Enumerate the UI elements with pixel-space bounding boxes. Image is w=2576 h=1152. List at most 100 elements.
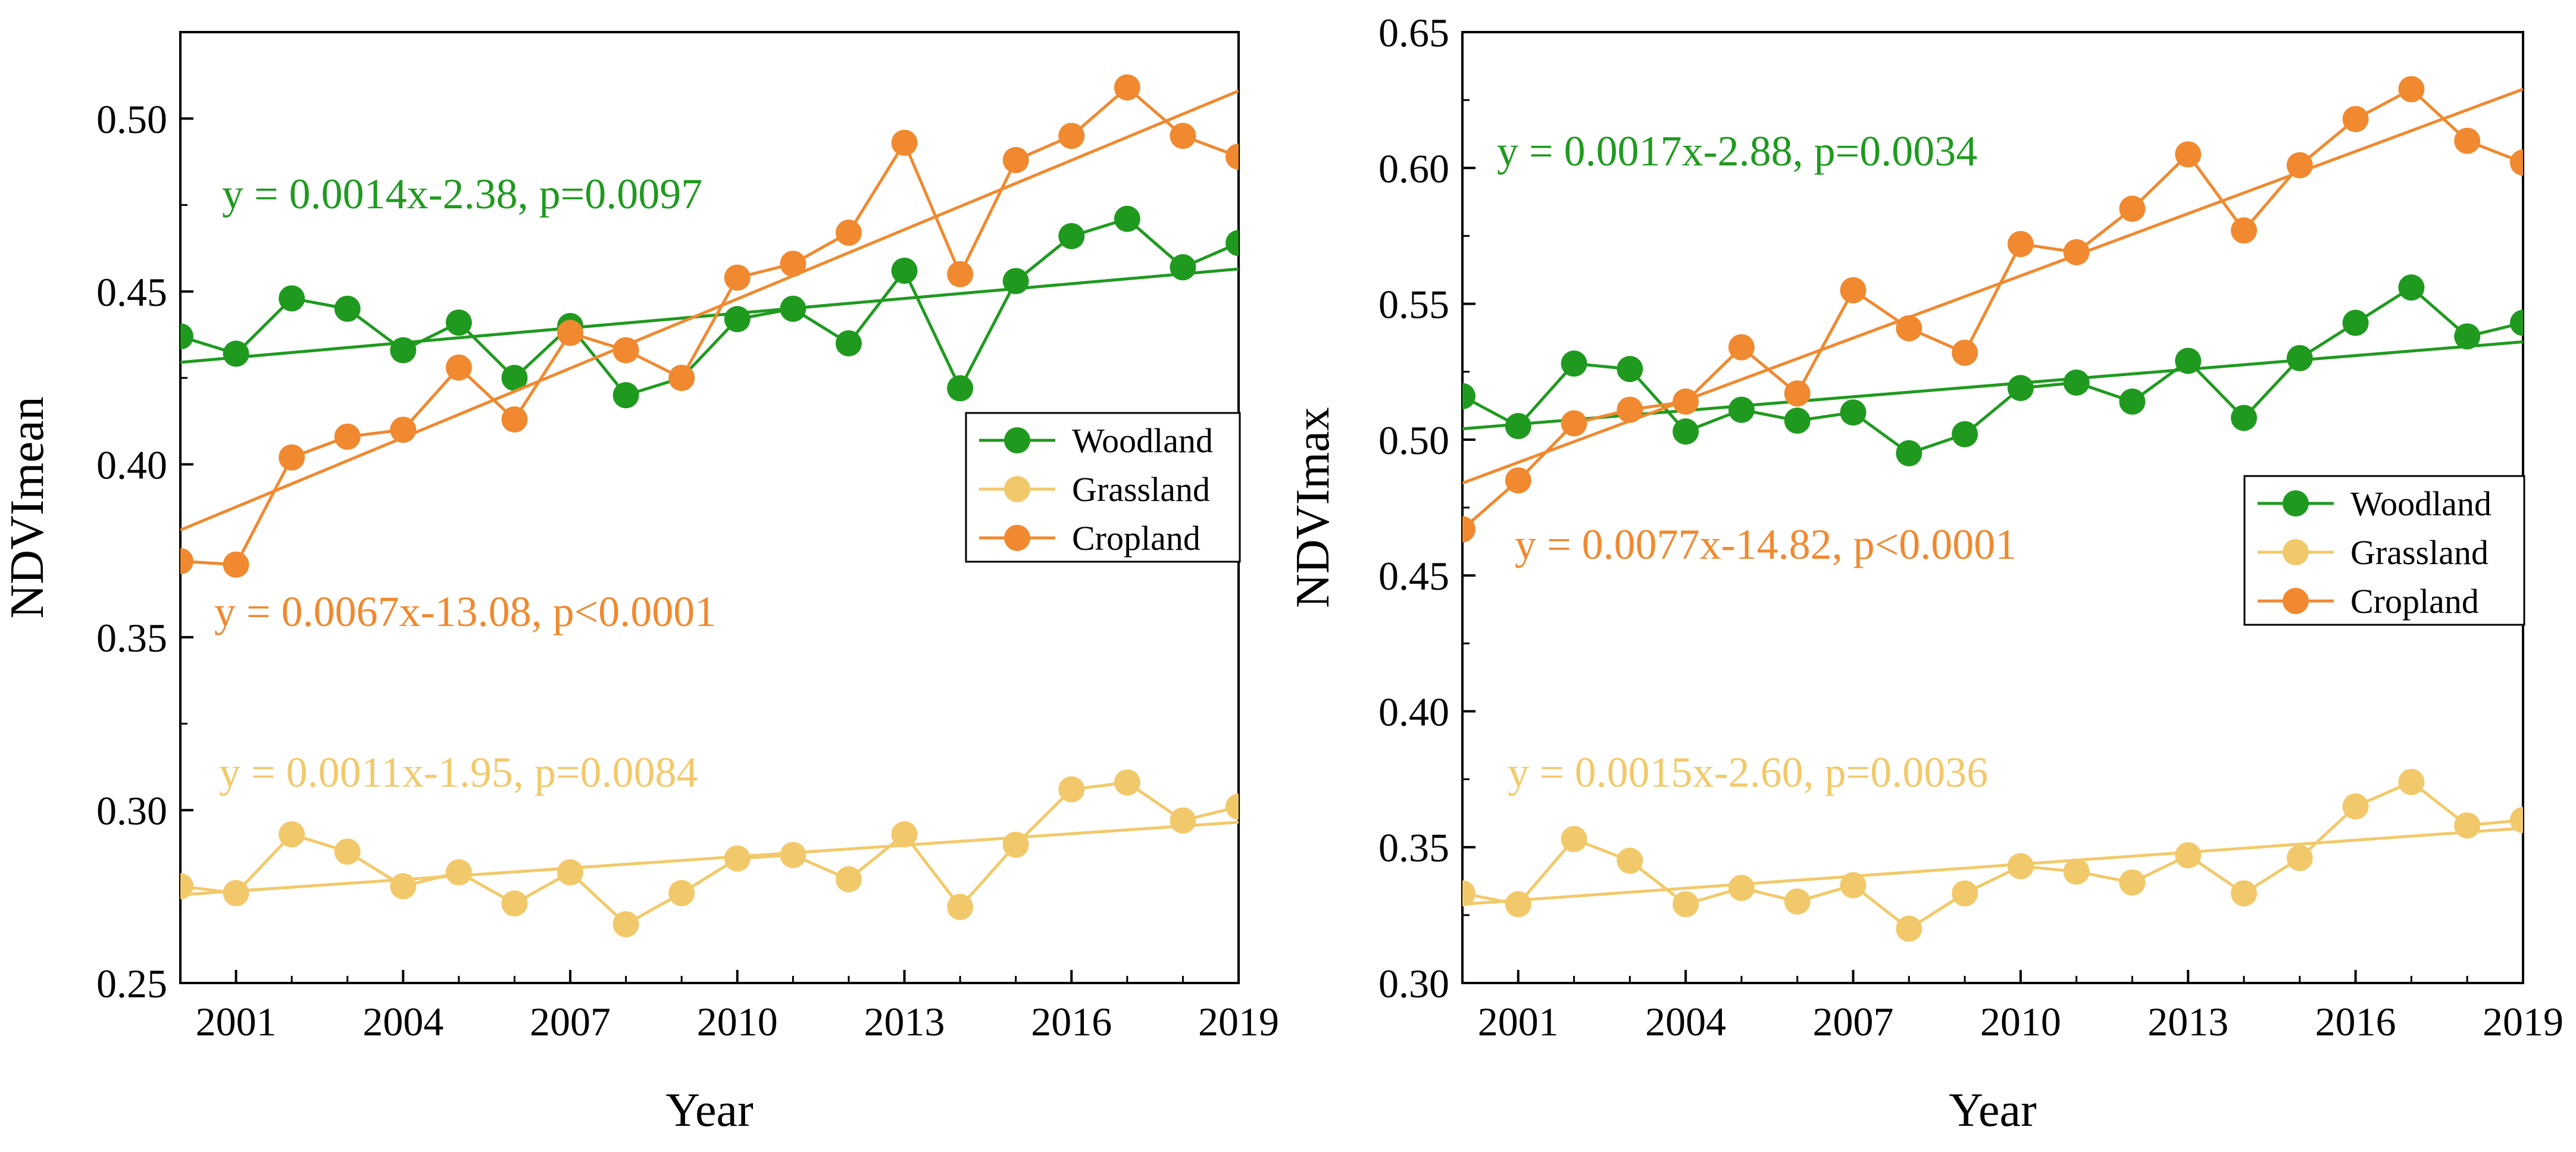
data-point (2454, 323, 2481, 350)
data-point (223, 551, 249, 578)
data-point (1896, 915, 1922, 942)
data-point (501, 890, 528, 917)
data-point (223, 340, 249, 367)
data-point (947, 261, 974, 287)
legend-label-grassland: Grassland (1072, 470, 1210, 509)
legend: Woodland Grassland Cropland (2243, 475, 2525, 626)
x-axis-title: Year (665, 1084, 753, 1137)
y-tick-label: 0.35 (96, 615, 167, 660)
x-tick-label: 2013 (2147, 999, 2228, 1044)
y-tick-label: 0.35 (1378, 825, 1449, 871)
data-point (2398, 769, 2425, 796)
data-point (334, 423, 361, 450)
data-point (780, 251, 806, 277)
y-axis-title: NDVImax (1287, 407, 1339, 608)
legend-marker (2283, 490, 2309, 516)
x-tick-label: 2007 (530, 999, 611, 1044)
data-point (334, 295, 361, 322)
y-tick-label: 0.55 (1378, 282, 1449, 327)
equation-woodland: y = 0.0014x-2.38, p=0.0097 (222, 170, 702, 218)
trend-line (1462, 827, 2523, 906)
data-point (947, 375, 974, 402)
series-cropland (180, 74, 1239, 578)
data-point (279, 821, 305, 848)
data-point (668, 879, 695, 906)
trend-line (180, 821, 1239, 897)
data-point (1840, 872, 1867, 899)
data-point (2510, 149, 2523, 176)
data-point (2231, 217, 2258, 244)
data-point (724, 264, 751, 291)
data-point (835, 330, 862, 356)
data-point (2342, 309, 2369, 336)
x-tick-label: 2001 (1478, 999, 1559, 1044)
trend-line (180, 89, 1239, 532)
data-point (668, 365, 695, 392)
data-point (2175, 842, 2202, 869)
data-point (1896, 315, 1922, 342)
data-point (390, 873, 417, 900)
data-point (1840, 399, 1867, 426)
data-point (1784, 888, 1811, 915)
data-point (2063, 858, 2090, 885)
data-point (557, 859, 584, 886)
data-point (445, 309, 472, 336)
data-point (1505, 413, 1531, 440)
y-tick-label: 0.30 (1378, 961, 1449, 1006)
legend-label-woodland: Woodland (1072, 421, 1213, 460)
data-point (501, 365, 528, 392)
equation-woodland: y = 0.0017x-2.88, p=0.0034 (1497, 127, 1977, 175)
data-point (724, 845, 751, 872)
legend-marker (1004, 427, 1030, 453)
data-point (2231, 880, 2258, 907)
y-tick-label: 0.45 (1378, 553, 1449, 599)
data-point (1952, 880, 1978, 907)
y-tick-label: 0.40 (96, 442, 167, 487)
data-point (1617, 356, 1643, 383)
series-woodland (1462, 274, 2523, 467)
data-point (780, 295, 806, 322)
data-point (1002, 268, 1029, 295)
chart-panel-2: 0.30 0.35 0.40 0.45 0.50 0.55 0.60 0.65 2001 2004… (1287, 10, 2564, 1137)
equation-cropland: y = 0.0067x-13.08, p<0.0001 (214, 588, 716, 636)
data-point (1114, 74, 1140, 101)
data-point (612, 337, 639, 364)
data-point (1784, 407, 1811, 434)
data-point (2119, 869, 2146, 896)
data-point (1728, 396, 1755, 423)
data-point (835, 866, 862, 893)
data-point (2231, 405, 2258, 431)
x-tick-label: 2010 (697, 999, 778, 1044)
data-point (1561, 826, 1587, 853)
data-point (612, 382, 639, 409)
data-point (1114, 205, 1140, 232)
data-point (2398, 76, 2425, 102)
data-point (501, 406, 528, 433)
data-point (724, 306, 751, 333)
data-point (445, 354, 472, 381)
data-point (1952, 339, 1978, 366)
data-point (557, 320, 584, 346)
legend-marker (1004, 476, 1030, 502)
data-point (1058, 123, 1085, 149)
data-point (835, 220, 862, 246)
data-point (2175, 141, 2202, 168)
series-grassland (1462, 769, 2523, 942)
data-point (780, 841, 806, 868)
data-point (180, 873, 193, 900)
data-point (1672, 891, 1699, 918)
data-point (1058, 223, 1085, 249)
data-point (1896, 440, 1922, 467)
data-point (1840, 277, 1867, 303)
data-point (2454, 812, 2481, 839)
data-point (1462, 383, 1475, 409)
x-tick-label: 2016 (1031, 999, 1112, 1044)
trend-line (180, 267, 1239, 364)
series-woodland (180, 205, 1239, 409)
data-point (180, 323, 193, 350)
equation-grassland: y = 0.0011x-1.95, p=0.0084 (219, 749, 698, 796)
legend-label-grassland: Grassland (2350, 533, 2489, 572)
legend-marker (2283, 539, 2309, 565)
